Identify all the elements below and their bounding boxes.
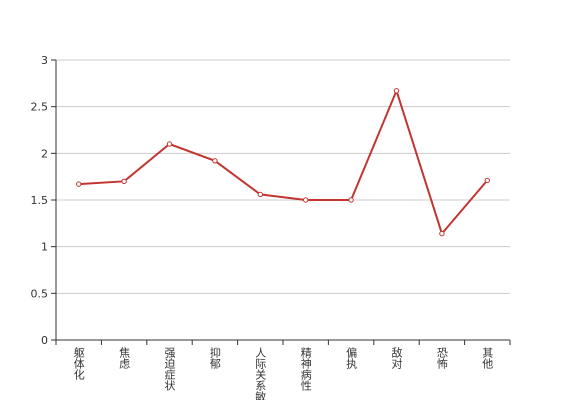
y-tick-label: 0 bbox=[41, 334, 48, 347]
x-tick-label: 焦虑 bbox=[118, 347, 131, 369]
y-tick-label: 1 bbox=[41, 241, 48, 254]
y-tick-label: 3 bbox=[41, 54, 48, 67]
point bbox=[303, 197, 309, 203]
point bbox=[393, 88, 400, 94]
x-tick-label: 抑郁 bbox=[208, 346, 221, 369]
point bbox=[439, 230, 445, 237]
point bbox=[76, 181, 82, 187]
x-tick-label: 其他 bbox=[481, 347, 494, 369]
x-tick-label: 敌对 bbox=[390, 346, 403, 369]
x-tick-label: 偏执 bbox=[345, 346, 358, 370]
point bbox=[121, 178, 127, 185]
x-tick-label: 精神病性 bbox=[299, 347, 312, 392]
x-tick-label: 恐怖 bbox=[435, 347, 448, 369]
point bbox=[484, 177, 490, 184]
y-tick-label: 2.5 bbox=[31, 101, 49, 114]
x-tick-label: 人际关系敏感 bbox=[254, 347, 267, 400]
x-tick-label: 躯体化 bbox=[72, 347, 85, 381]
point bbox=[166, 141, 173, 147]
point bbox=[348, 197, 354, 203]
y-tick-label: 1.5 bbox=[31, 194, 49, 207]
x-tick-label: 强迫症状 bbox=[163, 347, 176, 391]
line bbox=[78, 87, 489, 236]
point bbox=[257, 191, 263, 198]
y-tick-label: 2 bbox=[41, 147, 48, 160]
point bbox=[212, 158, 218, 164]
y-tick-label: 0.5 bbox=[31, 287, 49, 300]
